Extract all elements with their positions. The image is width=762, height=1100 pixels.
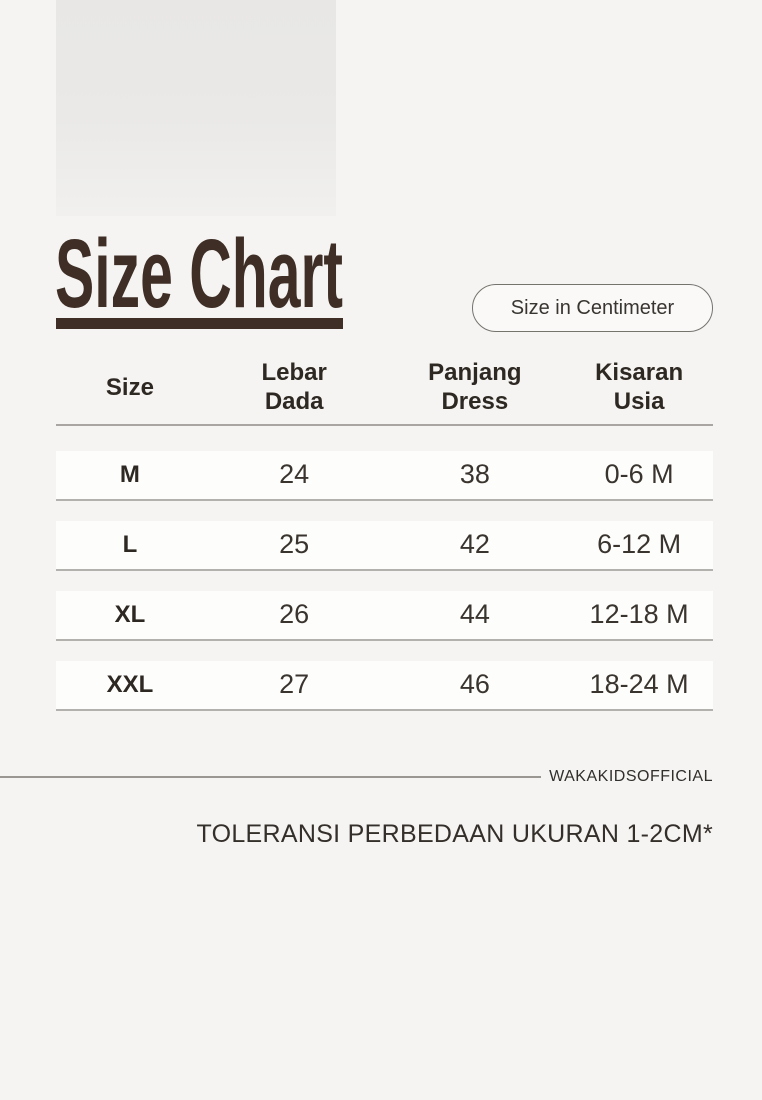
title-block: Size Chart bbox=[54, 234, 354, 329]
kisaran-usia-cell: 0-6 M bbox=[604, 459, 674, 489]
panjang-dress-cell: 38 bbox=[459, 459, 490, 489]
panjang-dress-cell: 46 bbox=[459, 669, 490, 699]
kisaran-usia-cell: 18-24 M bbox=[589, 669, 689, 699]
brand-divider-line bbox=[0, 776, 542, 778]
brand-divider: WAKAKIDSOFFICIAL bbox=[0, 768, 713, 786]
product-image-placeholder bbox=[56, 0, 336, 216]
page-title: Size Chart bbox=[55, 234, 343, 314]
lebar-dada-cell: 24 bbox=[279, 459, 310, 489]
size-table: Size Lebar Dada Panjang Dress Kisaran Us… bbox=[56, 352, 713, 731]
size-cell: XXL bbox=[106, 670, 154, 698]
kisaran-usia-cell: 6-12 M bbox=[597, 529, 682, 559]
panjang-dress-cell: 44 bbox=[459, 599, 490, 629]
lebar-dada-cell: 26 bbox=[279, 599, 310, 629]
column-header-kisaran-usia: Kisaran Usia bbox=[595, 359, 684, 415]
size-cell: L bbox=[122, 530, 138, 558]
lebar-dada-cell: 25 bbox=[279, 529, 310, 559]
unit-badge: Size in Centimeter bbox=[472, 284, 713, 332]
table-row-xl: XL 26 44 12-18 M bbox=[56, 590, 713, 641]
column-header-lebar-dada: Lebar Dada bbox=[261, 359, 327, 415]
page-title-graphic: Size Chart bbox=[55, 234, 343, 314]
table-body: M 24 38 0-6 M L 25 42 6-12 M XL 26 44 12… bbox=[56, 450, 713, 711]
header-divider-line bbox=[56, 424, 713, 426]
table-row-m: M 24 38 0-6 M bbox=[56, 450, 713, 501]
brand-label: WAKAKIDSOFFICIAL bbox=[549, 768, 713, 785]
title-underline bbox=[56, 318, 343, 329]
table-row-xxl: XXL 27 46 18-24 M bbox=[56, 660, 713, 711]
size-cell: M bbox=[119, 460, 140, 488]
size-cell: XL bbox=[114, 600, 146, 628]
table-header-row: Size Lebar Dada Panjang Dress Kisaran Us… bbox=[56, 352, 713, 422]
column-header-panjang-dress: Panjang Dress bbox=[428, 359, 522, 415]
table-row-l: L 25 42 6-12 M bbox=[56, 520, 713, 571]
tolerance-note: TOLERANSI PERBEDAAN UKURAN 1-2CM* bbox=[196, 820, 713, 848]
column-header-size: Size bbox=[105, 373, 154, 401]
panjang-dress-cell: 42 bbox=[459, 529, 490, 559]
unit-badge-label: Size in Centimeter bbox=[510, 296, 675, 319]
lebar-dada-cell: 27 bbox=[279, 669, 310, 699]
kisaran-usia-cell: 12-18 M bbox=[589, 599, 689, 629]
